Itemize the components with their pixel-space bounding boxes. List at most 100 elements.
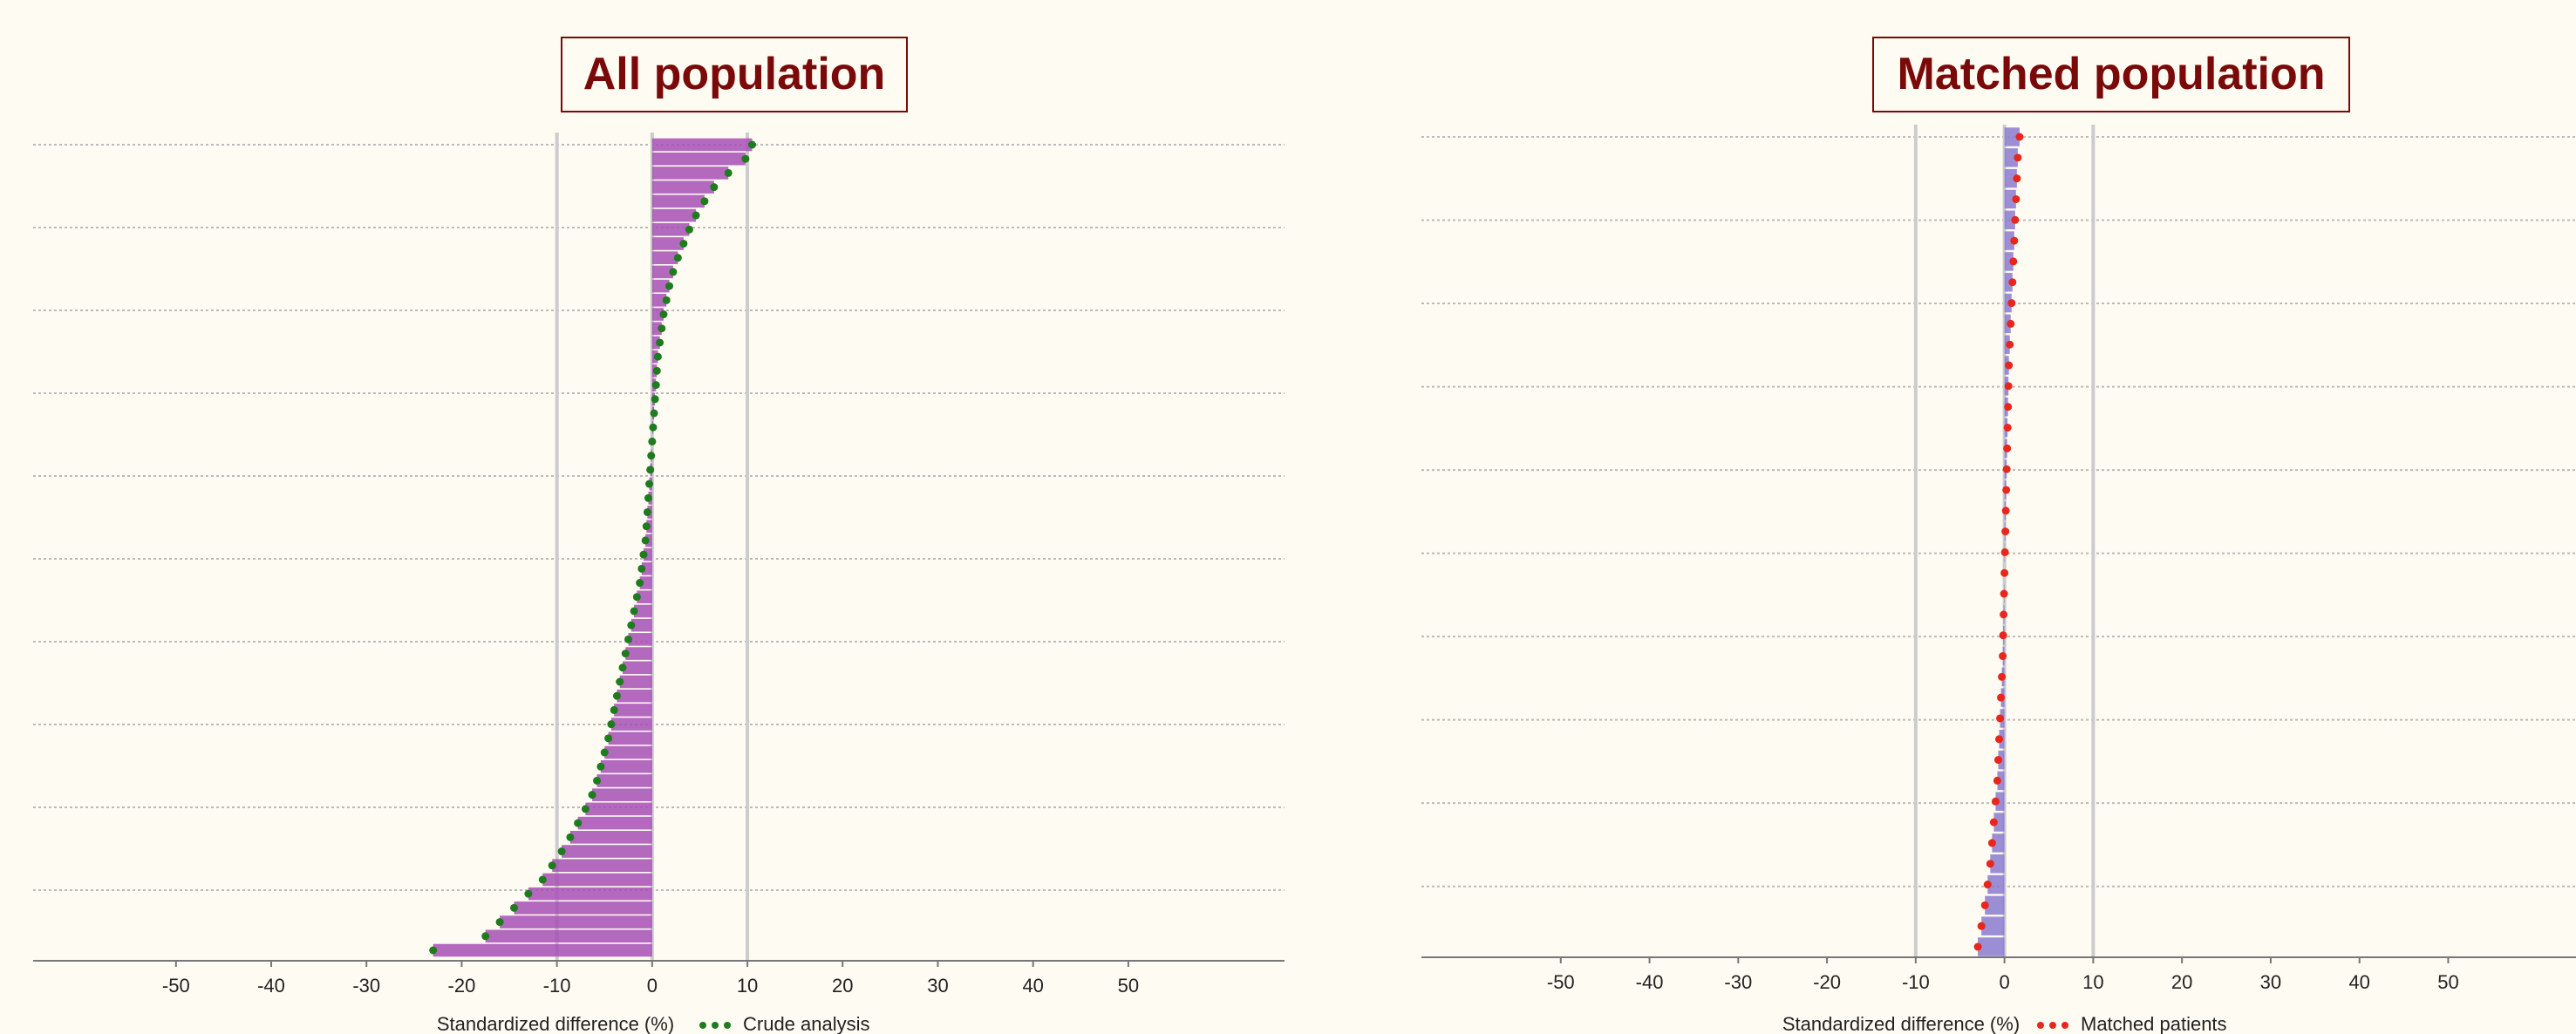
point	[495, 918, 504, 927]
bar	[1993, 813, 2005, 832]
x-tick-label: 20	[2171, 971, 2192, 993]
point	[596, 762, 605, 771]
x-tick-label: -20	[448, 975, 476, 997]
point	[648, 437, 657, 446]
bar	[1981, 916, 2005, 935]
point	[645, 480, 654, 488]
x-tick-label: -40	[1636, 971, 1664, 993]
x-tick-label: 10	[737, 975, 758, 997]
point	[2013, 174, 2021, 183]
point	[2000, 568, 2009, 577]
bar	[651, 308, 664, 321]
point	[607, 720, 616, 729]
point	[2000, 589, 2008, 598]
point	[574, 819, 583, 827]
point	[1997, 693, 2006, 702]
legend-label: Matched patients	[2081, 1013, 2227, 1034]
x-tick-label: -30	[1724, 971, 1752, 993]
bar	[625, 647, 652, 660]
point	[566, 833, 575, 841]
bar	[608, 731, 652, 745]
legend-marker	[699, 1022, 706, 1029]
x-tick-label: 40	[1022, 975, 1043, 997]
x-tick-label: 30	[2260, 971, 2281, 993]
title-box	[561, 37, 908, 112]
x-tick-label: -50	[1547, 971, 1575, 993]
legend-marker	[2061, 1022, 2068, 1029]
bar	[2004, 273, 2013, 292]
bar	[651, 237, 684, 250]
bar	[651, 138, 753, 152]
bar	[619, 675, 652, 689]
point	[2006, 340, 2014, 349]
point	[610, 705, 618, 714]
point	[557, 847, 566, 856]
bar	[651, 167, 729, 180]
point	[1973, 942, 1982, 951]
point	[1999, 631, 2007, 640]
point	[2009, 257, 2018, 266]
x-tick-label: 30	[927, 975, 948, 997]
x-tick-label: -30	[352, 975, 380, 997]
point	[636, 579, 644, 588]
bar	[651, 222, 690, 236]
point	[646, 466, 655, 474]
point	[653, 352, 662, 361]
x-axis-label: Standardized difference (%)	[1782, 1013, 2020, 1034]
point	[1983, 881, 1992, 889]
point	[588, 791, 596, 799]
x-tick-label: 50	[2437, 971, 2458, 993]
point	[741, 154, 750, 163]
x-tick-label: 40	[2348, 971, 2369, 993]
point	[1995, 735, 2004, 744]
point	[656, 338, 664, 347]
bar	[552, 859, 652, 873]
point	[724, 168, 733, 177]
bar	[485, 929, 652, 943]
bar	[596, 774, 652, 787]
point	[710, 183, 719, 192]
bar	[577, 816, 652, 830]
point	[641, 536, 650, 545]
x-tick-label: 20	[832, 975, 853, 997]
x-tick-label: -10	[1902, 971, 1930, 993]
x-axis-label: Standardized difference (%)	[437, 1013, 674, 1034]
point	[2012, 194, 2021, 203]
point	[2007, 299, 2016, 308]
bar	[651, 152, 746, 166]
bar	[644, 548, 652, 561]
bar	[651, 251, 678, 264]
point	[1977, 922, 1986, 930]
point	[548, 861, 556, 870]
bar	[623, 661, 652, 675]
legend-label: Crude analysis	[743, 1013, 870, 1034]
point	[624, 635, 633, 643]
point	[1991, 797, 2000, 806]
point	[2005, 361, 2014, 370]
point	[669, 268, 678, 276]
bar	[1985, 895, 2005, 915]
bar	[614, 704, 652, 717]
point	[2000, 610, 2008, 619]
point	[524, 889, 533, 898]
bar	[651, 294, 667, 307]
point	[651, 381, 660, 390]
bar	[1990, 854, 2005, 874]
bar	[562, 845, 652, 858]
point	[2001, 527, 2010, 536]
point	[630, 607, 638, 616]
point	[2004, 403, 2013, 412]
bar	[2004, 252, 2014, 271]
x-tick-label: 0	[1999, 971, 2009, 993]
point	[1980, 901, 1989, 909]
point	[685, 225, 693, 234]
bar	[514, 901, 652, 915]
bar	[592, 788, 652, 801]
point	[1986, 860, 1994, 868]
point	[1989, 818, 1998, 827]
point	[2003, 423, 2012, 432]
legend-marker	[724, 1022, 731, 1029]
point	[644, 493, 652, 502]
point	[2011, 215, 2020, 224]
